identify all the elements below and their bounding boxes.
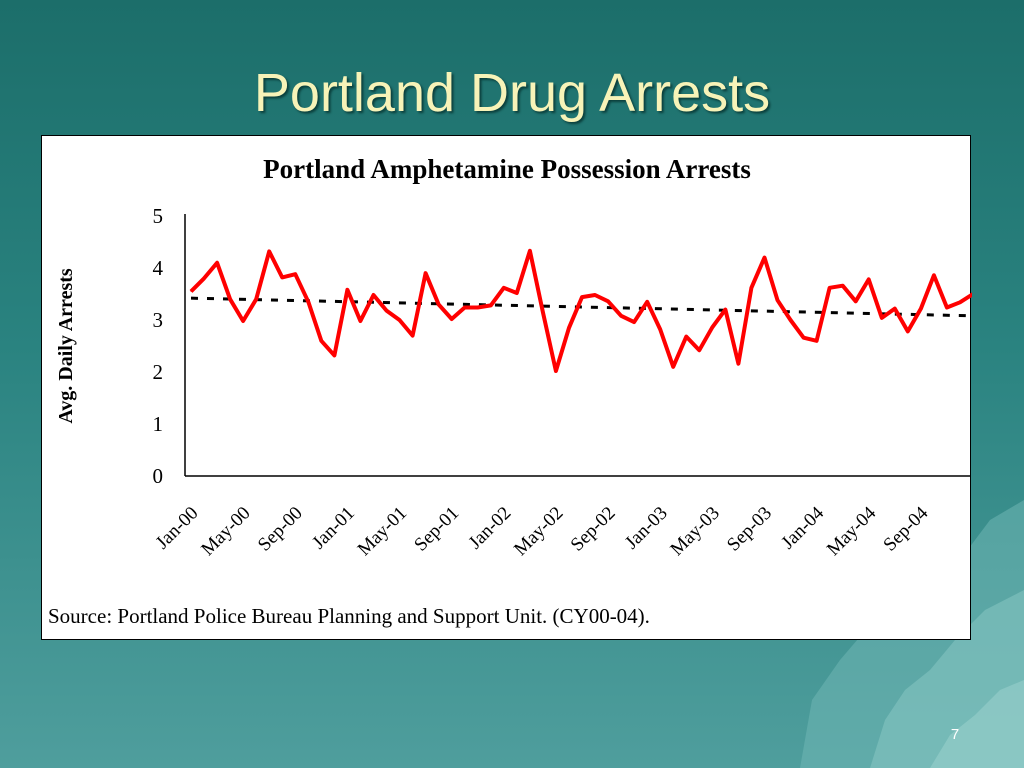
data-point [255, 298, 257, 300]
y-tick-label: 2 [153, 360, 164, 384]
data-point [777, 299, 778, 301]
data-point [203, 277, 205, 279]
data-point [412, 335, 414, 337]
data-point [907, 330, 909, 332]
data-point [216, 262, 218, 264]
x-tick-label: May-03 [666, 503, 723, 560]
chart-title: Portland Amphetamine Possession Arrests [263, 154, 751, 184]
data-point [633, 321, 635, 323]
x-tick-label: Sep-03 [723, 503, 776, 556]
data-point [894, 308, 896, 310]
data-point [737, 363, 739, 365]
data-point [438, 303, 440, 305]
data-point [333, 354, 335, 356]
data-point [503, 287, 505, 289]
x-tick-label: Sep-00 [254, 503, 307, 556]
data-point [842, 285, 844, 287]
data-point [620, 315, 622, 317]
data-point [685, 336, 687, 338]
x-tick-label: May-01 [354, 503, 411, 560]
data-point [763, 257, 765, 259]
x-tick-label: Sep-02 [567, 503, 620, 556]
data-point [750, 287, 752, 289]
data-point [190, 290, 192, 292]
data-point [242, 320, 244, 322]
data-point [268, 250, 270, 252]
data-point [542, 311, 544, 313]
data-point [946, 307, 948, 309]
x-tick-label: May-04 [823, 502, 881, 560]
source-note: Source: Portland Police Bureau Planning … [48, 604, 650, 628]
x-tick-label: May-00 [197, 503, 254, 560]
data-point [855, 300, 857, 302]
x-tick-label: Jan-03 [621, 503, 672, 554]
data-point [790, 319, 792, 321]
data-point [607, 300, 609, 302]
data-point [933, 274, 935, 276]
data-point [529, 250, 531, 252]
data-point [816, 340, 818, 342]
x-tick-label: Jan-00 [152, 503, 203, 554]
data-point [372, 294, 374, 296]
data-point [386, 310, 387, 312]
data-point [711, 326, 713, 328]
data-point [568, 327, 570, 329]
slide-title: Portland Drug Arrests [253, 63, 771, 123]
x-tick-label: Jan-04 [777, 502, 828, 553]
line-chart: Portland Amphetamine Possession Arrests A… [55, 154, 972, 560]
chart-container: Portland Amphetamine Possession Arrests A… [41, 135, 972, 640]
y-tick-label: 3 [153, 308, 164, 332]
data-point [829, 287, 831, 289]
data-point [920, 308, 922, 310]
data-point [581, 296, 583, 298]
data-point [399, 319, 401, 321]
data-point [659, 328, 661, 330]
x-tick-label: Jan-01 [308, 503, 359, 554]
data-point [516, 292, 518, 294]
data-point [646, 301, 648, 303]
data-point [881, 317, 883, 319]
x-tick-label: Sep-04 [879, 502, 932, 555]
data-point [594, 294, 596, 296]
data-point [672, 366, 674, 368]
series-line [189, 248, 972, 373]
data-point [724, 309, 726, 311]
x-tick-label: Jan-02 [465, 503, 516, 554]
x-tick-label: Sep-01 [410, 503, 463, 556]
data-point [229, 298, 231, 300]
data-point [555, 370, 557, 372]
data-point [294, 273, 296, 275]
data-point [281, 276, 283, 278]
data-point [698, 349, 700, 351]
y-tick-label: 5 [153, 204, 164, 228]
data-point [451, 318, 453, 320]
y-tick-label: 4 [153, 256, 164, 280]
data-point [359, 320, 361, 322]
data-point [346, 289, 348, 291]
y-tick-label: 1 [153, 412, 164, 436]
page-number: 7 [950, 726, 960, 743]
data-point [477, 307, 479, 309]
y-tick-label: 0 [153, 464, 164, 488]
data-point [959, 301, 961, 303]
data-point [803, 337, 805, 339]
data-point [307, 301, 309, 303]
data-point [425, 272, 427, 274]
data-point [464, 307, 466, 309]
data-point [490, 304, 492, 306]
data-point [868, 278, 870, 280]
x-tick-label: May-02 [510, 503, 567, 560]
y-axis-label: Avg. Daily Arrests [55, 268, 77, 424]
trend-line [190, 296, 972, 318]
data-point [320, 340, 322, 342]
